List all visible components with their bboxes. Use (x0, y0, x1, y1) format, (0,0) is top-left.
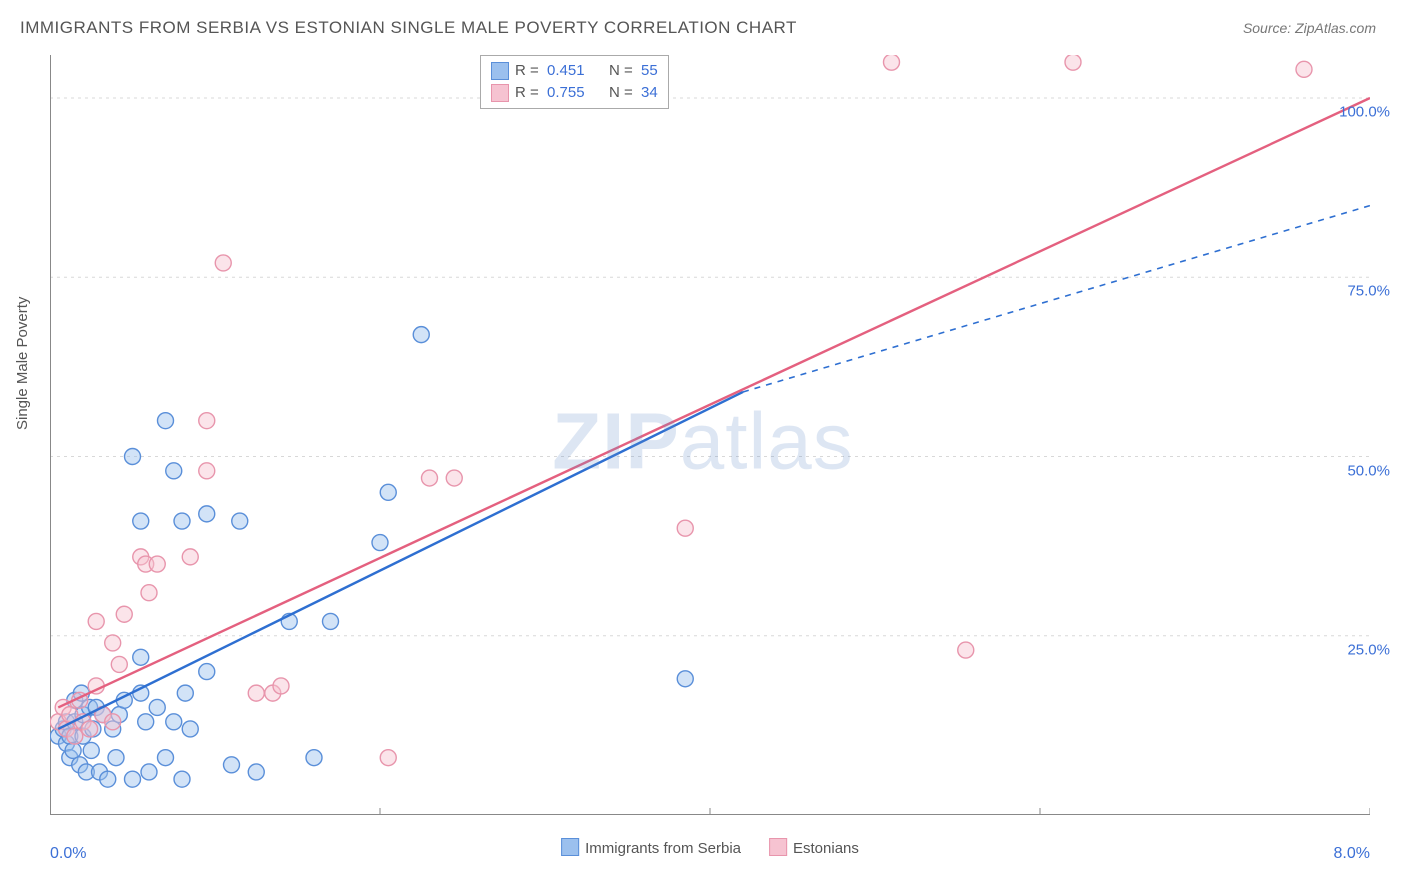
legend-n-label: N = (609, 60, 635, 82)
plot-area (50, 55, 1370, 815)
legend-r-value-serbia: 0.451 (547, 60, 603, 82)
legend-row-estonia: R = 0.755 N = 34 (491, 82, 658, 104)
x-axis-area: 0.0% 8.0% Immigrants from Serbia Estonia… (50, 830, 1370, 880)
legend-item-estonia: Estonians (769, 838, 859, 857)
correlation-legend: R = 0.451 N = 55 R = 0.755 N = 34 (480, 55, 669, 109)
legend-swatch-estonia (491, 84, 509, 102)
series-legend: Immigrants from Serbia Estonians (561, 838, 859, 857)
legend-swatch-serbia-icon (561, 838, 579, 856)
y-axis-label: Single Male Poverty (14, 297, 31, 430)
legend-n-value-serbia: 55 (641, 60, 658, 82)
legend-swatch-estonia-icon (769, 838, 787, 856)
legend-r-value-estonia: 0.755 (547, 82, 603, 104)
y-tick-label: 75.0% (1347, 283, 1390, 300)
y-tick-label: 100.0% (1339, 104, 1390, 121)
legend-row-serbia: R = 0.451 N = 55 (491, 60, 658, 82)
y-tick-label: 25.0% (1347, 641, 1390, 658)
chart-title: IMMIGRANTS FROM SERBIA VS ESTONIAN SINGL… (20, 18, 797, 38)
legend-item-serbia: Immigrants from Serbia (561, 838, 741, 857)
source-name: ZipAtlas.com (1295, 20, 1376, 36)
legend-label-serbia: Immigrants from Serbia (585, 840, 741, 857)
x-axis-min-label: 0.0% (50, 845, 86, 863)
legend-r-label: R = (515, 82, 541, 104)
legend-label-estonia: Estonians (793, 840, 859, 857)
source-attribution: Source: ZipAtlas.com (1243, 20, 1376, 36)
x-axis-max-label: 8.0% (1334, 845, 1370, 863)
legend-n-value-estonia: 34 (641, 82, 658, 104)
scatter-plot-svg (50, 55, 1370, 815)
source-label: Source: (1243, 20, 1295, 36)
legend-n-label: N = (609, 82, 635, 104)
legend-swatch-serbia (491, 62, 509, 80)
legend-r-label: R = (515, 60, 541, 82)
chart-panel: IMMIGRANTS FROM SERBIA VS ESTONIAN SINGL… (0, 0, 1406, 892)
y-tick-label: 50.0% (1347, 462, 1390, 479)
